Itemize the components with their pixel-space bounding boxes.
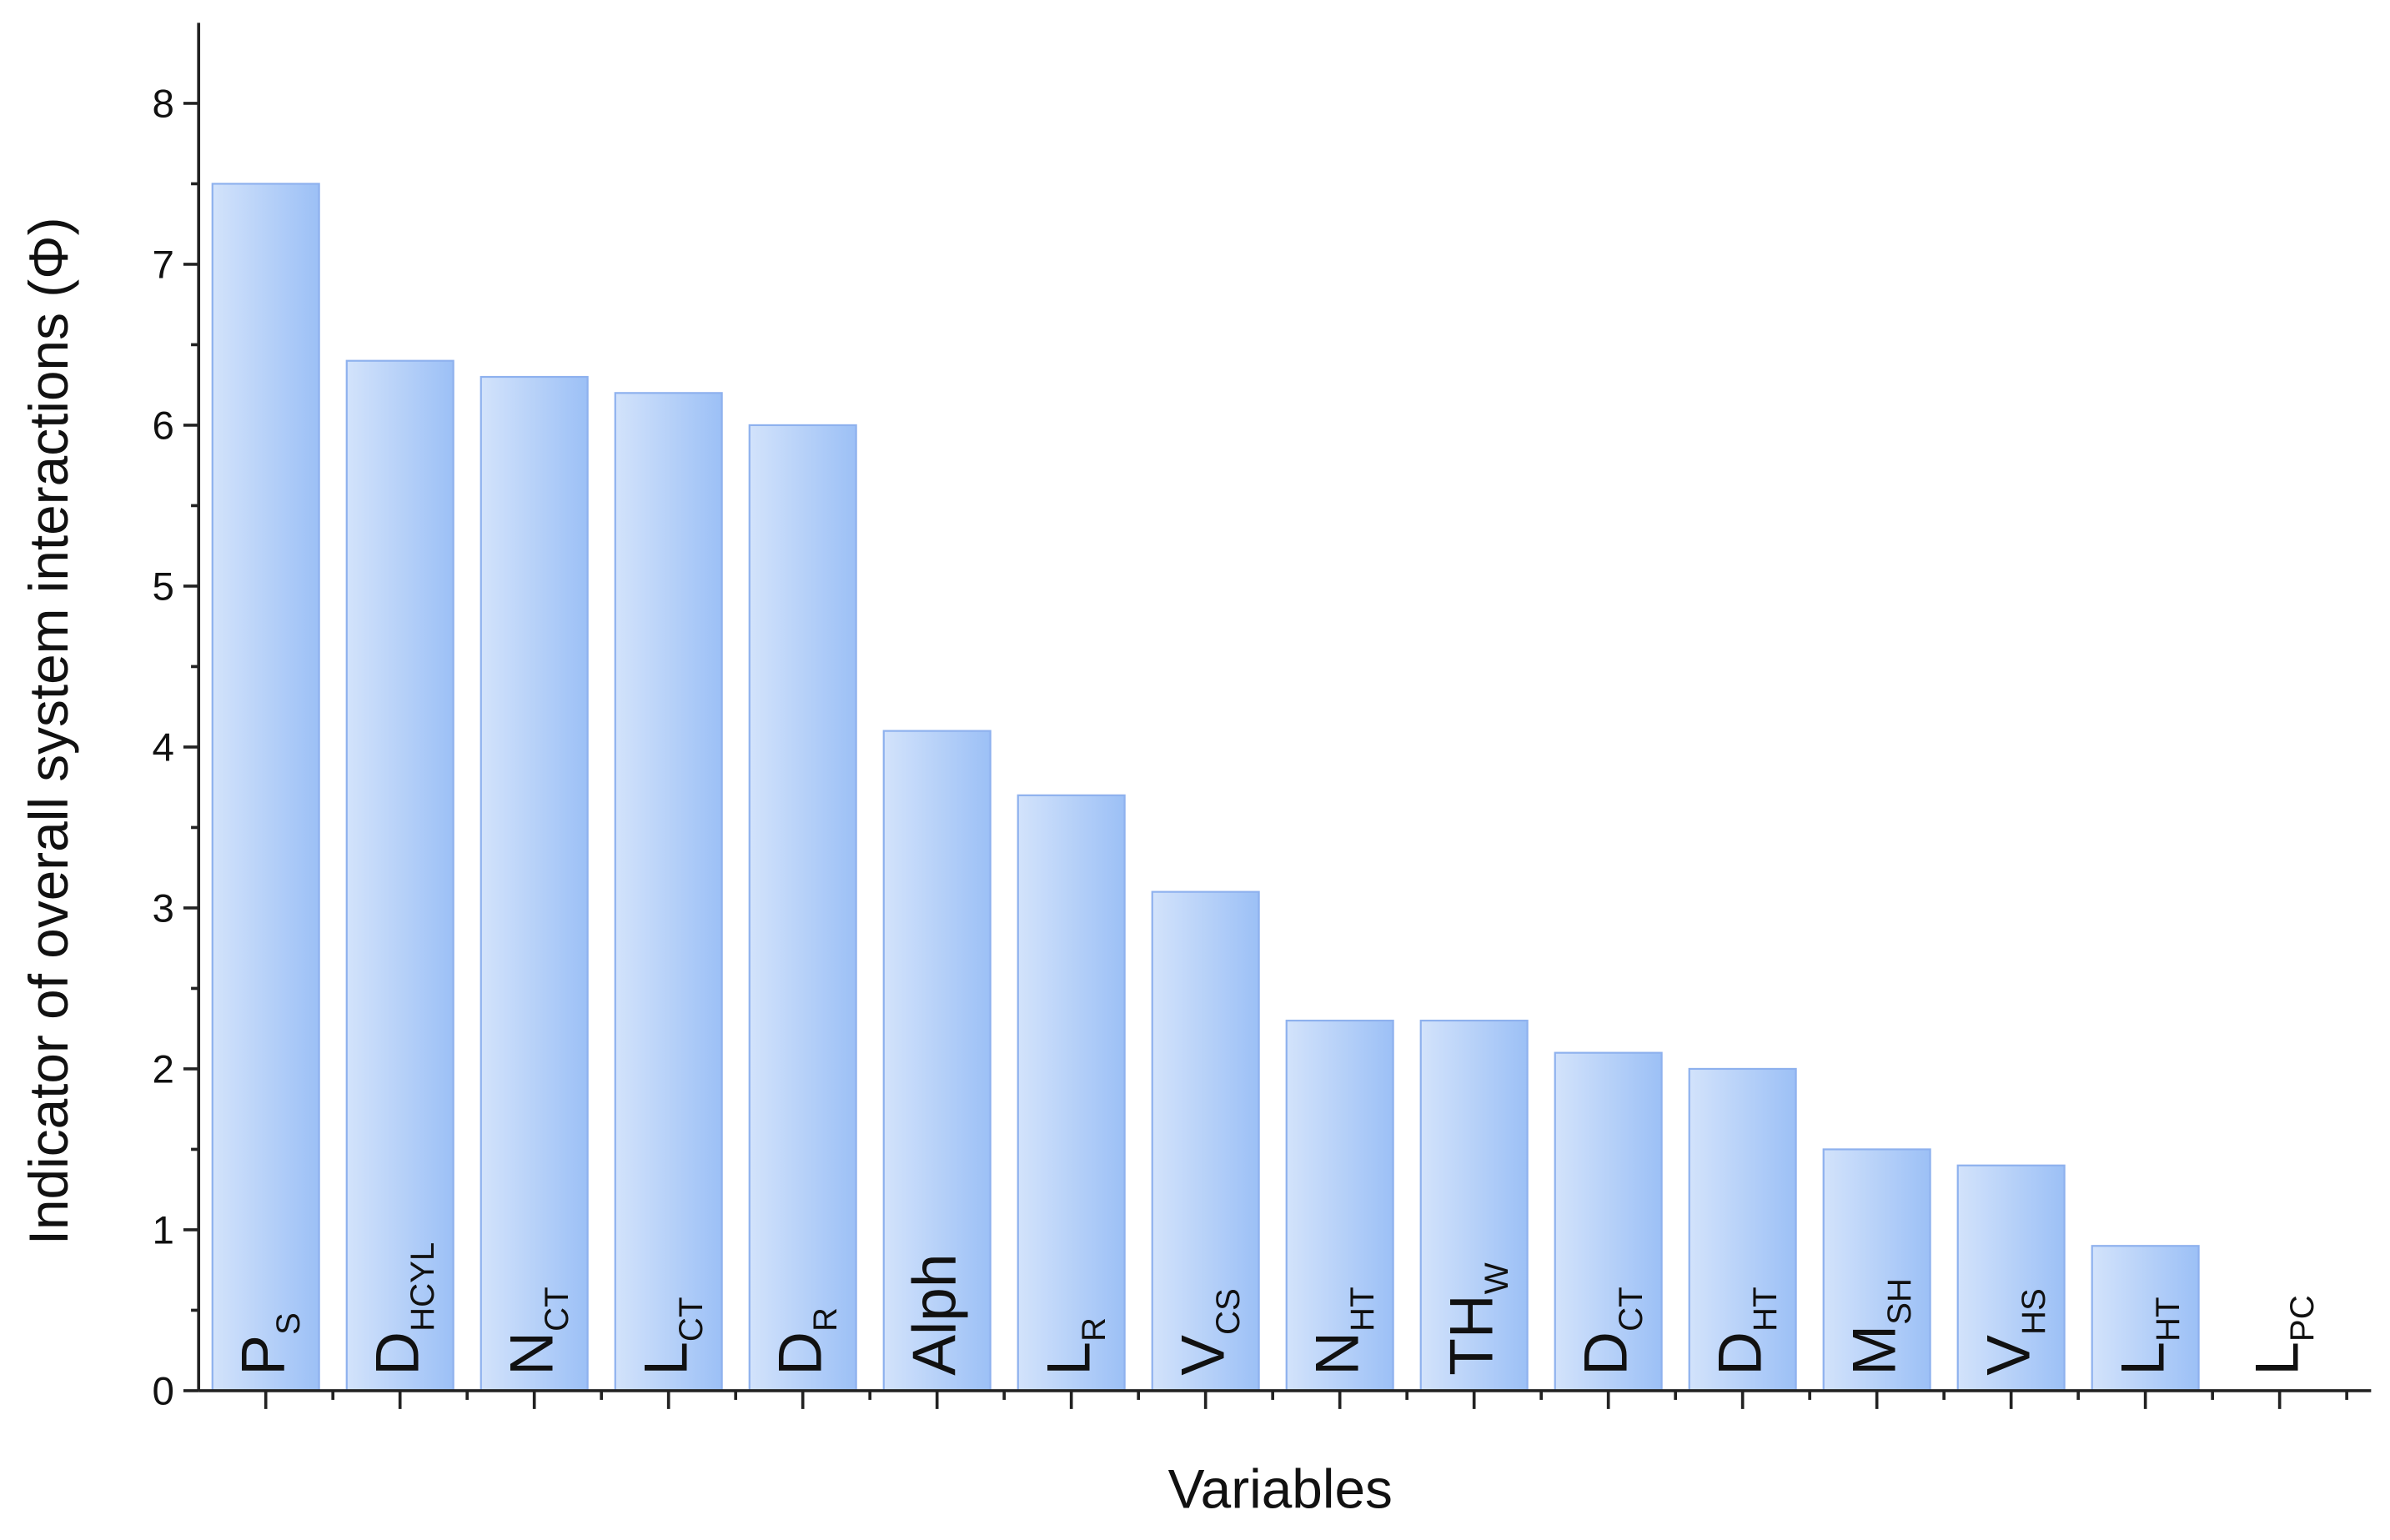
x-tick-label-main: TH xyxy=(1439,1294,1506,1375)
x-tick-label-sub: R xyxy=(806,1307,844,1332)
x-tick-label: PS xyxy=(230,1312,307,1376)
x-tick-label: VHS xyxy=(1976,1288,2052,1376)
x-tick-label-sub: CT xyxy=(672,1297,710,1342)
x-tick-label-main: N xyxy=(1304,1332,1372,1376)
x-tick-label-sub: SH xyxy=(1880,1278,1918,1325)
bar xyxy=(1419,1019,1529,1392)
x-tick-label: DR xyxy=(767,1307,844,1376)
y-tick-label: 7 xyxy=(153,243,174,287)
bar xyxy=(1688,1067,1797,1392)
x-tick-label-main: P xyxy=(230,1335,298,1376)
y-tick-label: 2 xyxy=(153,1047,174,1091)
x-tick-label-sub: CT xyxy=(538,1287,575,1332)
x-tick-label-main: D xyxy=(767,1332,835,1376)
x-tick-label-main: Alph xyxy=(901,1253,969,1375)
bar xyxy=(614,392,723,1392)
y-tick-label: 1 xyxy=(153,1208,174,1252)
x-tick-label: LHT xyxy=(2110,1297,2187,1375)
x-tick-label-sub: HCYL xyxy=(404,1242,441,1332)
x-tick-label-sub: HT xyxy=(1343,1287,1381,1332)
bar xyxy=(480,375,589,1392)
bar xyxy=(1151,890,1260,1392)
x-tick-label-main: D xyxy=(364,1332,432,1376)
bar xyxy=(1017,794,1126,1392)
bar xyxy=(345,359,454,1392)
x-tick-label: Alph xyxy=(901,1253,969,1375)
bar xyxy=(748,424,857,1392)
x-tick-label: LR xyxy=(1036,1317,1112,1376)
x-tick-label: LPC xyxy=(2244,1295,2321,1375)
x-tick-label-sub: HT xyxy=(1746,1287,1784,1332)
x-tick-label: LCT xyxy=(633,1297,710,1375)
y-tick-label: 3 xyxy=(153,886,174,931)
y-tick-label: 6 xyxy=(153,404,174,448)
x-tick-label: NCT xyxy=(499,1287,575,1375)
bar xyxy=(2091,1245,2200,1392)
bar xyxy=(1285,1019,1394,1392)
x-tick-label-sub: HT xyxy=(2149,1297,2187,1342)
bar xyxy=(211,183,320,1392)
x-tick-label-sub: S xyxy=(269,1312,307,1335)
y-axis-label: Indicator of overall system interactions… xyxy=(18,218,79,1246)
bar xyxy=(1956,1164,2066,1392)
bar xyxy=(882,730,992,1392)
x-tick-label-main: L xyxy=(633,1342,700,1376)
x-tick-label-main: N xyxy=(499,1332,566,1376)
x-tick-label-main: D xyxy=(1573,1332,1640,1376)
x-tick-label-main: V xyxy=(1170,1335,1238,1376)
x-tick-label-sub: R xyxy=(1075,1317,1112,1342)
x-tick-label-main: L xyxy=(2110,1342,2177,1376)
x-tick-label: NHT xyxy=(1304,1287,1381,1375)
x-tick-label: MSH xyxy=(1841,1278,1918,1376)
x-axis-label: Variables xyxy=(1168,1458,1393,1520)
x-tick-label: DHCYL xyxy=(364,1242,441,1376)
x-tick-label-sub: CT xyxy=(1612,1287,1649,1332)
x-tick-label-main: L xyxy=(2244,1342,2312,1376)
x-tick-label-main: V xyxy=(1976,1335,2043,1376)
x-tick-label: DHT xyxy=(1707,1287,1784,1375)
y-tick-label: 4 xyxy=(153,725,174,770)
x-tick-label-main: D xyxy=(1707,1332,1775,1376)
bar xyxy=(1554,1051,1663,1392)
x-tick-label: DCT xyxy=(1573,1287,1649,1375)
x-tick-label-main: M xyxy=(1841,1325,1909,1376)
x-tick-label-sub: CS xyxy=(1209,1288,1247,1335)
x-tick-label-sub: W xyxy=(1478,1262,1515,1294)
bar xyxy=(1822,1148,1931,1392)
x-tick-label-sub: HS xyxy=(2015,1288,2052,1335)
x-tick-label-sub: PC xyxy=(2283,1295,2321,1342)
y-tick-label: 8 xyxy=(153,82,174,126)
y-tick-label: 0 xyxy=(153,1369,174,1413)
x-tick-label: VCS xyxy=(1170,1288,1247,1376)
x-tick-label: THW xyxy=(1439,1262,1515,1375)
y-tick-label: 5 xyxy=(153,564,174,609)
x-tick-label-main: L xyxy=(1036,1342,1103,1376)
